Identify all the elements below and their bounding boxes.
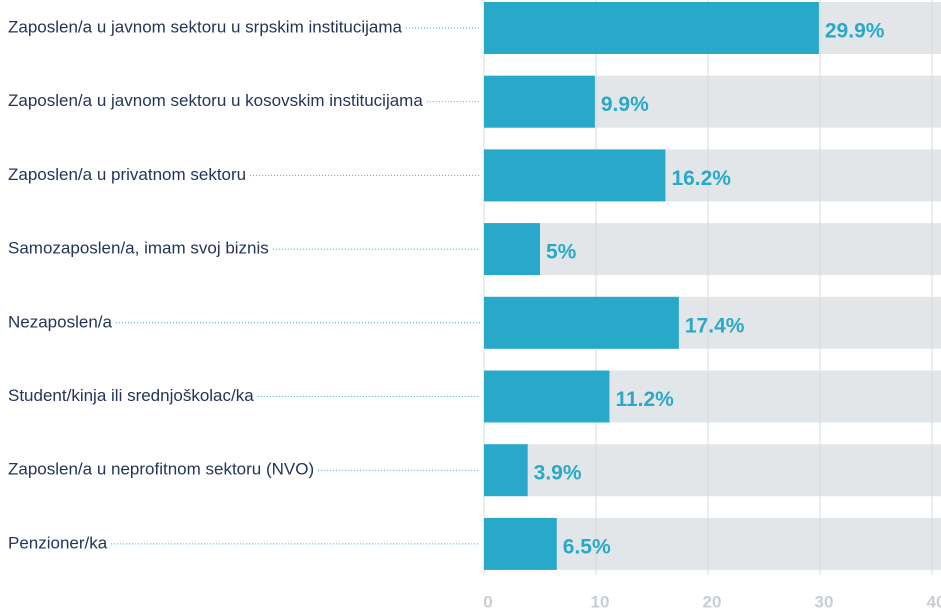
category-label: Samozaposlen/a, imam svoj biznis [8, 239, 269, 258]
track [484, 223, 941, 276]
value-label: 6.5% [563, 535, 611, 558]
track [484, 444, 941, 497]
category-label: Zaposlen/a u javnom sektoru u srpskim in… [8, 17, 403, 36]
bar [484, 75, 595, 128]
value-label: 29.9% [825, 20, 885, 43]
x-tick-label: 40 [927, 592, 941, 611]
bar [484, 517, 557, 570]
track [484, 517, 941, 570]
value-label: 16.2% [671, 167, 731, 190]
x-tick-label: 20 [703, 592, 722, 611]
bar [484, 444, 528, 497]
bar [484, 149, 666, 202]
category-label: Penzioner/ka [8, 533, 108, 552]
value-label: 3.9% [534, 462, 582, 485]
value-label: 11.2% [615, 388, 674, 411]
value-label: 5% [546, 241, 577, 264]
bar [484, 370, 610, 423]
bar [484, 2, 819, 54]
value-label: 17.4% [685, 314, 745, 337]
value-label: 9.9% [601, 93, 649, 116]
category-label: Student/kinja ili srednjoškolac/ka [8, 386, 254, 405]
x-tick-label: 0 [483, 592, 492, 611]
x-tick-label: 10 [591, 592, 610, 611]
category-label: Zaposlen/a u privatnom sektoru [8, 165, 246, 184]
bars [484, 2, 819, 570]
category-label: Nezaposlen/a [8, 312, 113, 331]
category-label: Zaposlen/a u javnom sektoru u kosovskim … [8, 91, 423, 110]
x-tick-label: 30 [815, 592, 834, 611]
bar [484, 223, 540, 276]
bar [484, 296, 679, 349]
category-label: Zaposlen/a u neprofitnom sektoru (NVO) [8, 460, 314, 479]
